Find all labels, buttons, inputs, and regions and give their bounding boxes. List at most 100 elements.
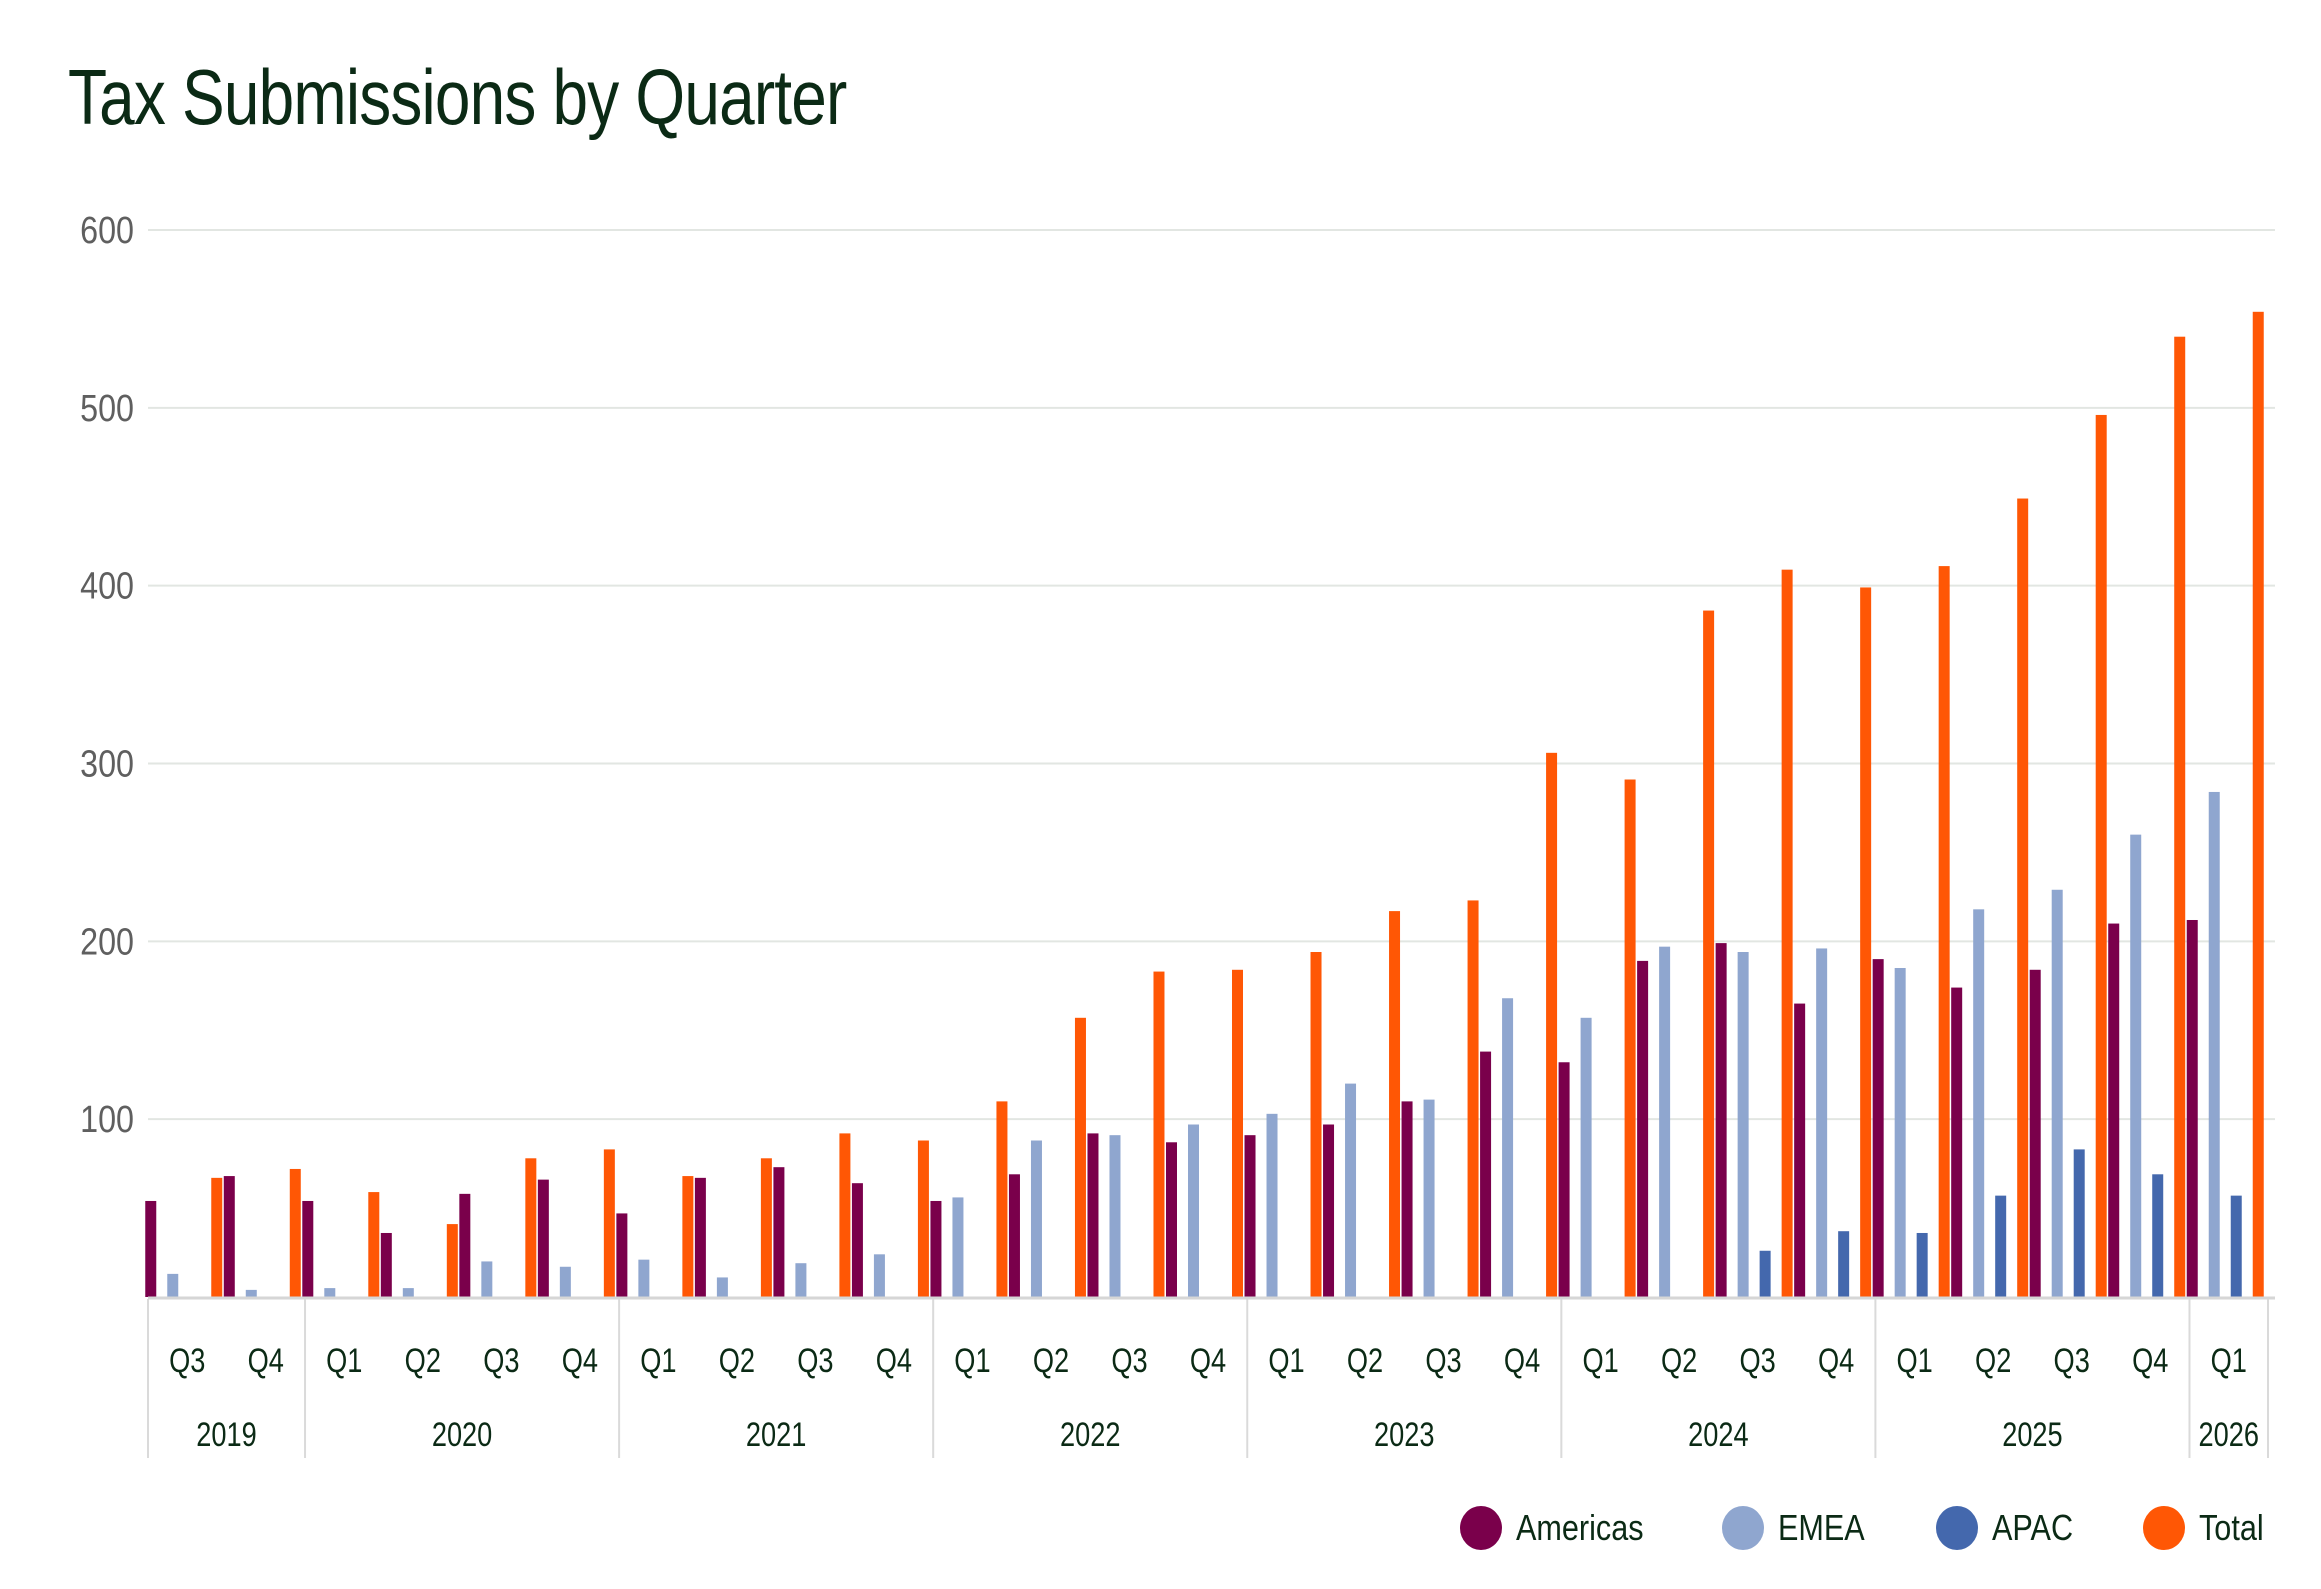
bar-americas-2023-q3	[1401, 1101, 1413, 1297]
bar-total-2020-q3	[525, 1158, 537, 1297]
bar-americas-2025-q3	[2029, 969, 2041, 1297]
bar-americas-2024-q1	[1558, 1062, 1570, 1297]
bar-emea-2026-q1	[2208, 791, 2220, 1297]
legend-item-emea: EMEA	[1721, 1506, 1880, 1550]
bar-emea-2020-q1	[324, 1288, 336, 1297]
bar-total-2024-q3	[1781, 569, 1793, 1297]
year-label: 2024	[1688, 1415, 1748, 1454]
bar-emea-2021-q3	[795, 1263, 807, 1297]
bar-total-2023-q3	[1467, 900, 1479, 1297]
quarter-label: Q2	[1033, 1341, 1069, 1380]
y-tick-label: 300	[80, 743, 134, 785]
year-label: 2026	[2199, 1415, 2259, 1454]
legend-swatch-icon	[2142, 1506, 2185, 1550]
quarter-label: Q3	[1111, 1341, 1147, 1380]
bar-emea-2019-q4	[245, 1289, 257, 1297]
bar-americas-2025-q1	[1872, 959, 1884, 1297]
bar-total-2021-q4	[917, 1140, 929, 1297]
bar-emea-2025-q1	[1894, 968, 1906, 1297]
bar-emea-2021-q2	[716, 1277, 728, 1297]
bar-total-2023-q4	[1546, 752, 1558, 1297]
bar-americas-2020-q3	[459, 1193, 471, 1297]
bar-americas-2025-q2	[1951, 987, 1963, 1297]
bar-total-2025-q4	[2174, 336, 2186, 1297]
bar-apac-2025-q1	[1916, 1232, 1928, 1297]
legend-swatch-icon	[1459, 1506, 1502, 1550]
bar-americas-2019-q3	[145, 1200, 157, 1297]
bar-emea-2024-q3	[1737, 952, 1749, 1297]
year-label: 2022	[1060, 1415, 1120, 1454]
quarter-label: Q4	[1190, 1341, 1226, 1380]
quarter-label: Q3	[1425, 1341, 1461, 1380]
legend-label: EMEA	[1777, 1507, 1865, 1548]
quarter-label: Q2	[405, 1341, 441, 1380]
bar-total-2021-q1	[682, 1176, 694, 1297]
bar-total-2026-q1	[2252, 311, 2264, 1297]
bar-total-2020-q2	[446, 1224, 458, 1297]
bar-americas-2020-q2	[380, 1232, 392, 1297]
quarter-label: Q1	[326, 1341, 362, 1380]
quarter-label: Q4	[1504, 1341, 1540, 1380]
chart-title: Tax Submissions by Quarter	[68, 53, 847, 141]
bar-total-2022-q3	[1153, 971, 1165, 1297]
bar-americas-2024-q3	[1715, 943, 1727, 1297]
bar-emea-2022-q4	[1188, 1124, 1199, 1297]
bar-americas-2021-q1	[616, 1213, 628, 1297]
legend-label: Americas	[1515, 1507, 1644, 1548]
bar-emea-2024-q4	[1816, 948, 1828, 1297]
bar-emea-2025-q4	[2130, 834, 2142, 1297]
bar-americas-2020-q4	[537, 1179, 549, 1297]
bar-total-2025-q1	[1938, 566, 1950, 1297]
bar-emea-2023-q2	[1345, 1083, 1357, 1297]
bar-apac-2024-q3	[1759, 1250, 1771, 1297]
bar-total-2020-q1	[368, 1192, 380, 1297]
bar-emea-2021-q4	[873, 1254, 885, 1297]
bar-apac-2024-q4	[1838, 1231, 1850, 1297]
quarter-label: Q2	[1347, 1341, 1383, 1380]
bar-emea-2023-q4	[1502, 998, 1514, 1297]
bar-americas-2025-q4	[2108, 923, 2120, 1297]
y-axis: 100 200 300 400 500 600	[80, 210, 134, 1141]
bar-emea-2020-q3	[481, 1261, 493, 1297]
legend-item-americas: Americas	[1459, 1506, 1666, 1550]
legend-label: Total	[2198, 1507, 2264, 1548]
quarter-label: Q3	[797, 1341, 833, 1380]
quarter-label: Q2	[1661, 1341, 1697, 1380]
legend-item-apac: APAC	[1935, 1506, 2087, 1550]
bar-apac-2025-q3	[2073, 1149, 2085, 1297]
bar-total-2022-q4	[1232, 969, 1243, 1297]
bar-total-2022-q2	[1074, 1017, 1086, 1297]
quarter-label: Q3	[1739, 1341, 1775, 1380]
gridlines	[148, 229, 2275, 1121]
bar-americas-2022-q4	[1166, 1142, 1177, 1297]
year-label: 2019	[196, 1415, 256, 1454]
quarter-label: Q4	[248, 1341, 284, 1380]
bar-americas-2022-q1	[930, 1200, 942, 1297]
quarter-label: Q3	[483, 1341, 519, 1380]
quarter-label: Q4	[876, 1341, 912, 1380]
bar-emea-2022-q1	[952, 1197, 964, 1297]
bar-emea-2019-q3	[167, 1273, 179, 1297]
bar-total-2020-q4	[603, 1149, 615, 1297]
year-label: 2023	[1374, 1415, 1434, 1454]
y-tick-label: 500	[80, 387, 134, 429]
year-label: 2020	[432, 1415, 492, 1454]
bar-americas-2023-q1	[1244, 1135, 1256, 1297]
x-axis: Q3 Q4 Q1 Q2 Q3 Q4 Q1 Q2 Q3 Q4 Q1 Q2 Q3 Q4 Q1 Q2 Q3 Q4 Q1 Q2…	[147, 1296, 2275, 1458]
bar-total-2022-q1	[996, 1101, 1008, 1297]
bar-total-2024-q4	[1860, 587, 1872, 1297]
bar-americas-2022-q2	[1008, 1174, 1020, 1297]
bar-emea-2023-q3	[1423, 1099, 1435, 1297]
bar-americas-2022-q3	[1087, 1133, 1099, 1297]
bar-americas-2021-q3	[773, 1167, 785, 1297]
y-tick-label: 600	[80, 210, 134, 252]
bar-total-2023-q2	[1389, 911, 1401, 1297]
bar-total-2025-q2	[2017, 498, 2029, 1297]
quarter-label: Q1	[2211, 1341, 2247, 1380]
bar-americas-2024-q2	[1637, 960, 1649, 1297]
quarter-label: Q2	[1975, 1341, 2011, 1380]
bar-total-2023-q1	[1310, 952, 1322, 1297]
legend-label: APAC	[1991, 1507, 2073, 1548]
bar-americas-2021-q2	[694, 1177, 706, 1297]
